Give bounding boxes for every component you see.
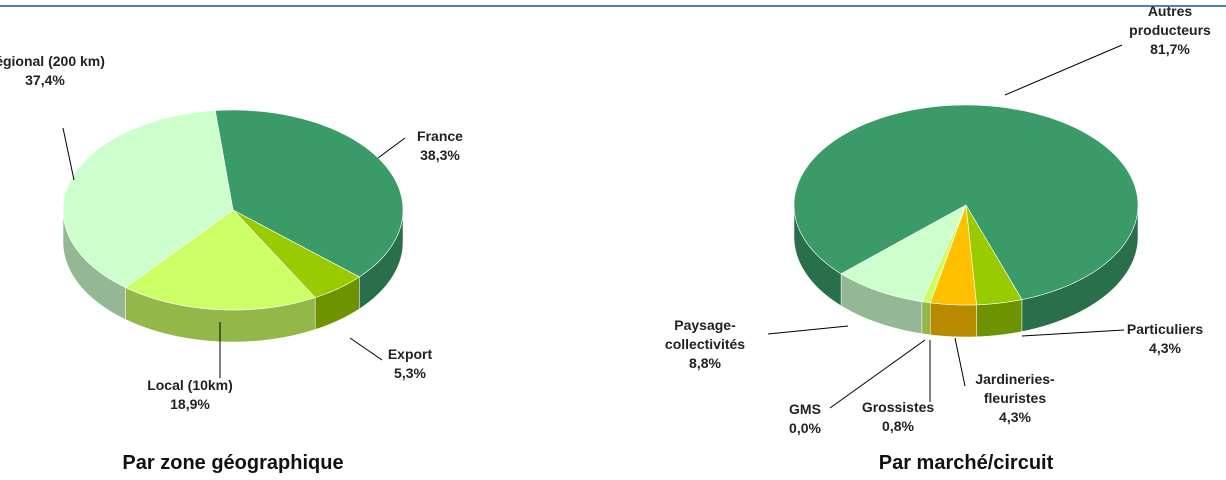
slice [840,204,967,302]
slice-value: 38,3% [420,147,460,163]
slice-label: Particuliers 4,3% [1105,320,1225,358]
slice-label: Paysage-collectivités 8,8% [645,316,765,373]
leader-line [377,137,406,159]
slice-name: France [417,128,463,144]
slice [232,209,360,298]
slice-name: Grossistes [861,399,935,415]
slice-value: 8,8% [689,355,721,371]
leader-line [954,337,966,387]
leader-line [829,339,926,409]
slice-value: 37,4% [25,72,65,88]
slice-side [921,301,931,336]
leader-line [349,337,383,361]
slice-label: Jardineries-fleuristes 4,3% [955,370,1075,427]
slice-label: GMS 0,0% [745,400,865,438]
slice-value: 0,8% [882,418,914,434]
slice [124,209,316,311]
slice-label: Grossistes 0,8% [838,398,958,436]
slice-value: 18,9% [170,396,210,412]
slice-value: 4,3% [999,409,1031,425]
slice-value: 81,7% [1150,41,1190,57]
slice-label: Export 5,3% [350,345,470,383]
slice-name: Jardineries-fleuristes [975,371,1055,406]
slice-name: GMS [789,401,821,417]
slice [793,104,1139,300]
slice-value: 5,3% [394,365,426,381]
slice [929,204,977,306]
chart-title: Par marché/circuit [878,452,1054,474]
slice-label: Régional (200 km) 37,4% [0,52,105,90]
slice-side [930,302,977,338]
slice-name: Particuliers [1126,321,1204,337]
slice-name: Autres producteurs [1129,3,1211,38]
slice-value: 4,3% [1149,340,1181,356]
slice-name: Local (10km) [147,377,233,393]
slice [214,109,404,278]
slice [62,110,234,288]
slice-name: Export [387,346,433,362]
slice-value: 0,0% [789,420,821,436]
slice-label: Local (10km) 18,9% [130,376,250,414]
slice [965,204,1023,306]
leader-line [62,127,75,181]
slice-name: Paysage-collectivités [664,317,746,352]
slice-name: Régional (200 km) [0,53,105,69]
slice-label: Autres producteurs 81,7% [1110,2,1226,59]
leader-line [1004,44,1123,96]
chart-title: Par zone géographique [122,452,344,474]
leader-line [767,325,849,335]
slice-label: France 38,3% [380,127,500,165]
slice-side [976,299,1023,338]
leader-line [1021,329,1125,337]
